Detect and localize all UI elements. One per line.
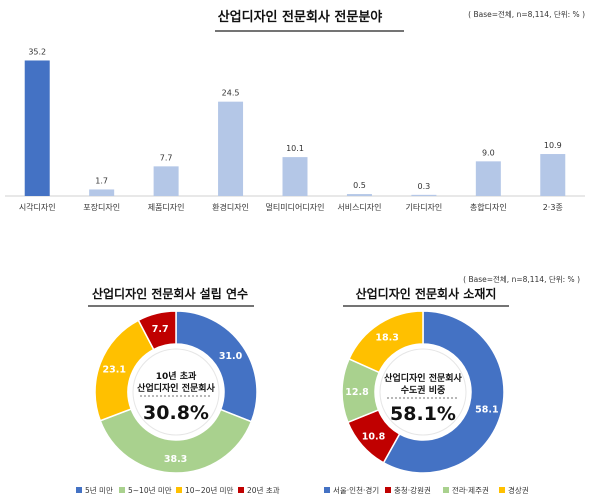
bar-value-label: 10.1 (286, 144, 304, 153)
legend-label: 충청·강원권 (394, 485, 431, 495)
donut-slice (175, 310, 258, 423)
bar-value-label: 24.5 (222, 89, 240, 98)
legend-swatch (238, 487, 244, 493)
bar-value-label: 10.9 (544, 141, 562, 150)
donut-2-center-line-1: 산업디자인 전문회사 (384, 372, 462, 384)
donut-slice-label: 10.8 (362, 432, 386, 443)
bar-chart: 35.2 시각디자인 1.7 포장디자인 7.7 제품디자인 24.5 환경디자인 10.1 멀티… (5, 47, 585, 212)
legend-swatch (119, 487, 125, 493)
donut-slice-label: 18.3 (375, 333, 398, 344)
bar (89, 189, 115, 196)
donut-slice-label: 7.7 (152, 324, 169, 335)
legend-label: 전라·제주권 (452, 485, 489, 495)
donut-slice (137, 310, 177, 351)
bar-chart-title: 산업디자인 전문회사 전문분야 (218, 9, 383, 25)
bar (411, 194, 437, 196)
bar (346, 194, 372, 196)
donut-1-title: 산업디자인 전문회사 설립 연수 (92, 286, 248, 301)
legend-swatch (385, 487, 391, 493)
bar-category-label: 2·3종 (543, 203, 563, 212)
donut-center-disc (132, 348, 220, 436)
bar-value-label: 35.2 (28, 47, 46, 56)
legend-label: 5~10년 미만 (128, 485, 172, 495)
bar-category-label: 환경디자인 (212, 202, 249, 212)
bar-value-label: 0.3 (418, 182, 431, 191)
bar-chart-note: ( Base=전체, n=8,114, 단위: % ) (468, 9, 585, 19)
donut-slice (99, 408, 253, 474)
bar-value-label: 9.0 (482, 148, 495, 157)
donut-center-disc (379, 348, 467, 436)
bar (540, 154, 566, 196)
legend-label: 10~20년 미만 (185, 485, 234, 495)
legend-swatch (443, 487, 449, 493)
donut-1-legend: 5년 미만 5~10년 미만 10~20년 미만 20년 초과 (76, 485, 280, 495)
donut-slice-label: 31.0 (219, 351, 243, 362)
bar-category-label: 멀티미디어디자인 (266, 202, 325, 212)
donut-slice-label: 38.3 (164, 454, 187, 465)
legend-label: 5년 미만 (85, 485, 113, 495)
legend-swatch (176, 487, 182, 493)
donut-1-center-line-2: 산업디자인 전문회사 (137, 382, 215, 394)
donut-2-center-line-2: 수도권 비중 (401, 384, 446, 396)
donut-1-center-line-1: 10년 초과 (156, 370, 197, 382)
bar-value-label: 1.7 (95, 176, 108, 185)
legend-swatch (324, 487, 330, 493)
donut-slice-label: 12.8 (345, 387, 369, 398)
legend-swatch (499, 487, 505, 493)
bar-category-label: 기타디자인 (405, 202, 442, 212)
donut-slice-label: 58.1 (475, 405, 498, 416)
bar (282, 157, 308, 196)
bar-category-label: 제품디자인 (148, 202, 185, 212)
legend-label: 서울·인천·경기 (333, 485, 379, 495)
donut-slice (348, 310, 424, 374)
bar-value-label: 7.7 (160, 153, 173, 162)
bar-category-label: 서비스디자인 (337, 202, 381, 212)
bar-category-label: 총합디자인 (470, 202, 507, 212)
legend-label: 20년 초과 (247, 485, 280, 495)
donut-chart-location: 58.1 10.8 12.8 18.3 (341, 310, 505, 474)
donut-1-center-value: 30.8% (143, 402, 209, 424)
donut-slice (382, 310, 505, 474)
bar (475, 161, 501, 196)
legend-swatch (76, 487, 82, 493)
donut-slice-label: 23.1 (103, 365, 126, 376)
donut-2-title: 산업디자인 전문회사 소재지 (356, 286, 497, 301)
donut-2-center-value: 58.1% (390, 403, 456, 425)
bar-category-label: 포장디자인 (83, 202, 120, 212)
legend-label: 경상권 (508, 485, 529, 495)
donut-2-note: ( Base=전체, n=8,114, 단위: % ) (463, 274, 580, 284)
bar-value-label: 0.5 (353, 181, 366, 190)
bar (24, 60, 50, 197)
bar-category-label: 시각디자인 (19, 202, 56, 212)
donut-chart-founding-years: 31.0 38.3 23.1 7.7 (94, 310, 258, 474)
donut-2-legend: 서울·인천·경기 충청·강원권 전라·제주권 경상권 (324, 485, 529, 495)
bar (218, 101, 244, 196)
bar (153, 166, 179, 196)
